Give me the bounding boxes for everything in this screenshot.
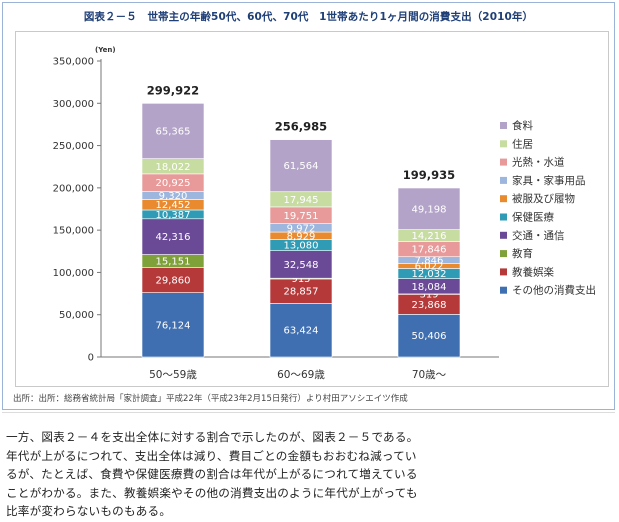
data-label: 12,452 (156, 200, 191, 211)
source-note: 出所：出所：総務省統計局「家計調査」平成22年（平成23年2月15日発行）より村… (13, 394, 408, 404)
total-label: 256,985 (275, 120, 327, 134)
legend-label: 被服及び履物 (512, 192, 575, 205)
legend-swatch (500, 268, 507, 276)
y-tick-label: 250,000 (53, 141, 94, 152)
legend-swatch (500, 213, 507, 221)
divider (2, 412, 615, 413)
data-label: 61,564 (284, 161, 319, 172)
data-label: 15,151 (156, 256, 191, 267)
data-label: 6,022 (415, 261, 444, 272)
data-label: 8,929 (287, 231, 316, 242)
chart-title: 図表２－５ 世帯主の年齢50代、60代、70代 1世帯あたり1ヶ月間の消費支出（… (83, 11, 534, 23)
legend-label: 光熱・水道 (512, 156, 565, 169)
total-label: 199,935 (403, 168, 455, 182)
legend-label: 教養娯楽 (512, 265, 554, 278)
bar-segment (269, 278, 333, 304)
data-label: 13,080 (284, 241, 319, 252)
chart-frame: 図表２－５ 世帯主の年齢50代、60代、70代 1世帯あたり1ヶ月間の消費支出（… (2, 2, 615, 410)
bar-segment (141, 292, 205, 358)
y-tick-label: 150,000 (53, 226, 94, 237)
y-tick-label: 100,000 (53, 268, 94, 279)
data-label: 29,860 (156, 275, 191, 286)
legend-swatch (500, 231, 507, 239)
data-label: 17,846 (412, 245, 447, 256)
legend-label: 交通・通信 (512, 229, 565, 242)
data-label: 50,406 (412, 331, 447, 342)
body-paragraph: 一方、図表２－４を支出全体に対する割合で示したのが、図表２－５である。 年代が上… (6, 430, 419, 519)
y-axis-unit: (Yen) (95, 46, 116, 54)
bar-segment (397, 187, 461, 230)
legend-swatch (500, 195, 507, 203)
data-label: 76,124 (156, 320, 191, 331)
y-tick-label: 200,000 (53, 183, 94, 194)
bar-segment (141, 267, 205, 293)
data-label: 32,548 (284, 260, 319, 271)
total-label: 299,922 (147, 83, 199, 97)
data-label: 17,945 (284, 195, 319, 206)
y-tick-label: 350,000 (53, 57, 94, 68)
bar-segment (141, 218, 205, 255)
data-label: 18,084 (412, 282, 447, 293)
bar-segment (269, 303, 333, 358)
data-label: 28,857 (284, 287, 319, 298)
legend-swatch (500, 158, 507, 166)
bar-segment (269, 250, 333, 279)
data-label: 63,424 (284, 326, 319, 337)
y-tick-label: 300,000 (53, 99, 94, 110)
data-label: 9,972 (287, 223, 316, 234)
stacked-bar-chart: (Yen) 0 50,000 100,000 150,000 200,000 250,000… (53, 46, 596, 381)
legend-swatch (500, 176, 507, 184)
category-label: 60～69歳 (277, 369, 325, 381)
data-label: 18,022 (156, 162, 191, 173)
data-label: 49,198 (412, 204, 447, 215)
data-label: 42,316 (156, 232, 191, 243)
data-label: 10,387 (156, 210, 191, 221)
category-label: 70歳～ (412, 369, 447, 381)
y-tick-label: 0 (88, 353, 94, 364)
legend-label: 食料 (512, 119, 533, 132)
legend-label: その他の消費支出 (512, 284, 596, 297)
category-label: 50～59歳 (149, 369, 197, 381)
legend-swatch (500, 140, 507, 148)
legend-swatch (500, 122, 507, 129)
data-label: 14,216 (412, 231, 447, 242)
legend-label: 家具・家事用品 (512, 174, 586, 187)
data-label: 19,751 (284, 211, 319, 222)
data-label: 12,032 (412, 269, 447, 280)
bar-segment (141, 103, 205, 159)
legend-swatch (500, 286, 507, 294)
legend-label: 住居 (512, 137, 533, 150)
data-label: 7,846 (415, 256, 444, 267)
data-label: 319 (419, 290, 438, 301)
bar-segment (269, 139, 333, 193)
legend-label: 教育 (512, 247, 533, 260)
data-label: 65,365 (156, 126, 191, 137)
bar-segment (397, 314, 461, 358)
data-label: 915 (291, 274, 310, 285)
legend-label: 保健医療 (512, 211, 554, 224)
legend-swatch (500, 250, 507, 258)
data-label: 9,320 (159, 191, 188, 202)
data-label: 23,868 (412, 300, 447, 311)
y-tick-label: 50,000 (59, 310, 94, 321)
data-label: 20,925 (156, 178, 191, 189)
